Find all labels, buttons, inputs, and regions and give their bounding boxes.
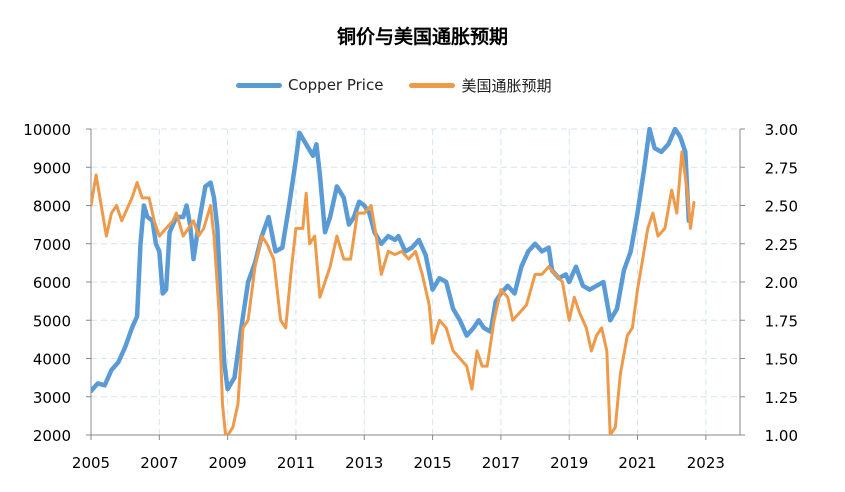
y-left-tick-label: 2000 bbox=[33, 427, 71, 445]
y-right-tick-label: 2.00 bbox=[765, 274, 798, 292]
y-right-tick-label: 2.50 bbox=[765, 198, 798, 216]
y-right-tick-label: 1.75 bbox=[765, 312, 798, 330]
y-right-tick-label: 1.50 bbox=[765, 351, 798, 369]
y-left-tick-label: 7000 bbox=[33, 236, 71, 254]
legend-label-copper: Copper Price bbox=[288, 76, 384, 94]
legend-label-inflation: 美国通胀预期 bbox=[461, 76, 552, 95]
x-tick-label: 2017 bbox=[482, 454, 520, 472]
y-right-tick-label: 2.75 bbox=[765, 159, 798, 177]
y-right-tick-label: 3.00 bbox=[765, 121, 798, 139]
chart-title: 铜价与美国通胀预期 bbox=[336, 26, 508, 48]
y-left-tick-label: 6000 bbox=[33, 274, 71, 292]
legend-item-inflation: 美国通胀预期 bbox=[409, 75, 551, 96]
x-tick-label: 2013 bbox=[345, 454, 383, 472]
legend: Copper Price 美国通胀预期 bbox=[236, 74, 577, 96]
legend-swatch-copper bbox=[236, 82, 282, 88]
y-left-tick-label: 8000 bbox=[33, 198, 71, 216]
x-tick-label: 2009 bbox=[209, 454, 247, 472]
series-line-copper-price bbox=[91, 127, 692, 394]
x-tick-label: 2011 bbox=[277, 454, 315, 472]
y-left-tick-label: 5000 bbox=[33, 312, 71, 330]
y-right-tick-label: 1.00 bbox=[765, 427, 798, 445]
x-tick-label: 2019 bbox=[550, 454, 588, 472]
series-line-inflation-expectation bbox=[91, 150, 696, 435]
y-left-tick-label: 4000 bbox=[33, 351, 71, 369]
x-tick-label: 2015 bbox=[413, 454, 451, 472]
x-tick-label: 2023 bbox=[687, 454, 725, 472]
x-tick-label: 2021 bbox=[618, 454, 656, 472]
legend-swatch-inflation bbox=[409, 82, 456, 88]
y-left-tick-label: 10000 bbox=[23, 121, 71, 139]
y-right-tick-label: 2.25 bbox=[765, 236, 798, 254]
y-left-tick-label: 3000 bbox=[33, 389, 71, 407]
x-tick-label: 2005 bbox=[72, 454, 110, 472]
x-tick-label: 2007 bbox=[140, 454, 178, 472]
legend-item-copper: Copper Price bbox=[236, 76, 383, 94]
y-right-tick-label: 1.25 bbox=[765, 389, 798, 407]
y-left-tick-label: 9000 bbox=[33, 159, 71, 177]
